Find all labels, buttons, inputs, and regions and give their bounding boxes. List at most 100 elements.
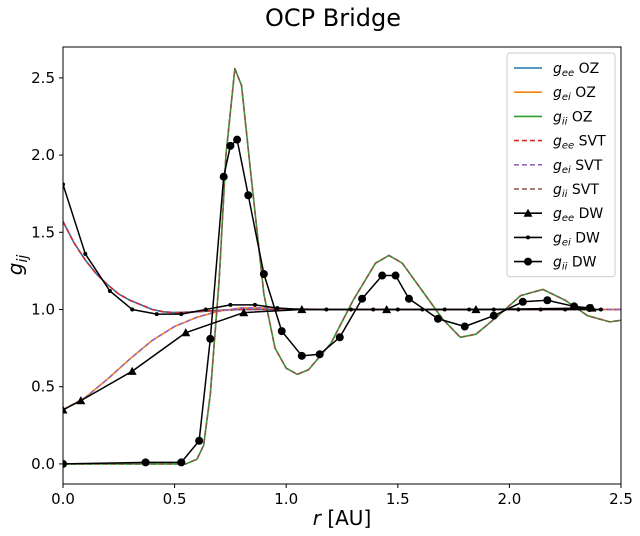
legend-marker-gii_dw [524,257,532,266]
gii_dw-point-15 [378,271,387,280]
legend-label-gee_oz: gee OZ [553,61,599,79]
legend-label-gii_dw: gii DW [553,255,597,273]
gii_dw-point-14 [358,294,367,303]
x-tick-label-5: 2.5 [609,490,633,508]
series-gei_dw [63,182,603,317]
gee_dw-point-2 [127,366,137,375]
x-tick-label-3: 1.5 [386,490,410,508]
legend-label-gee_dw: gee DW [553,206,603,224]
gee_dw-point-3 [181,328,191,337]
gei_dw-point-16 [442,307,447,312]
gii_dw-point-7 [233,135,242,144]
gei_dw-point-7 [228,302,233,307]
gei_dw-point-23 [598,307,603,312]
gei_dw-point-9 [275,305,280,310]
gii_dw-point-10 [277,327,286,336]
legend-item-gei_dw: gei DW [514,230,600,248]
gii_dw-point-2 [177,458,186,467]
gii_dw-point-0 [63,459,67,468]
legend-label-gii_oz: gii OZ [553,109,593,127]
gei_dw-point-12 [348,307,353,312]
legend-label-gei_svt: gei SVT [553,158,603,176]
plot-frame [62,46,622,485]
y-axis: 0.0 0.5 1.0 1.5 2.0 2.5 [31,69,63,473]
x-tick-label-2: 1.0 [274,490,298,508]
gei_dw-point-8 [252,302,257,307]
gei_dw-point-20 [538,307,543,312]
legend-label-gei_oz: gei OZ [553,85,596,103]
legend-item-gee_oz: gee OZ [514,61,599,79]
gei_dw-point-4 [154,312,159,317]
y-tick-label-1: 0.5 [31,378,55,396]
gei_dw-point-19 [516,307,521,312]
legend-marker-gei_dw [526,235,530,240]
gii_dw-point-12 [315,350,324,359]
gei_dw-point-3 [130,307,135,312]
gii_dw-point-1 [141,458,150,467]
legend-marker-gee_dw [523,208,533,217]
legend: gee OZ gei OZ gii OZ gee SVT gei SVT gii SVT g… [506,52,616,278]
gei_dw-point-18 [491,307,496,312]
gei_dw-point-5 [179,312,184,317]
legend-label-gee_svt: gee SVT [553,134,606,152]
legend-label-gii_svt: gii SVT [553,182,599,200]
gii_dw-point-17 [404,294,413,303]
legend-label-gei_dw: gei DW [553,230,600,248]
y-tick-label-3: 1.5 [31,223,55,241]
gii_dw-point-23 [570,302,579,311]
gei_dw-point-21 [563,307,568,312]
y-tick-label-4: 2.0 [31,146,55,164]
gii_dw-point-22 [543,296,552,305]
gii_dw-point-8 [244,191,253,200]
gee_dw-point-4 [239,308,249,317]
gii_dw-point-4 [206,334,215,343]
series-gii_svt [63,67,621,465]
x-axis: 0.0 0.5 1.0 1.5 2.0 2.5 [51,484,633,508]
gii_dw-point-5 [219,172,228,181]
gee_dw-point-1 [76,396,86,405]
series-gii_dw [63,135,594,468]
x-tick-label-4: 2.0 [497,490,521,508]
y-axis-title: gij [3,255,31,276]
legend-item-gee_svt: gee SVT [514,134,606,152]
gii_dw-point-3 [195,436,204,445]
gii_dw-point-24 [585,303,594,312]
y-tick-label-2: 1.0 [31,301,55,319]
y-tick-label-0: 0.0 [31,455,55,473]
gei_dw-point-2 [107,288,112,293]
x-tick-label-1: 0.5 [163,490,187,508]
legend-item-gii_dw: gii DW [514,255,597,273]
gii_dw-point-18 [433,314,442,323]
gei_dw-point-10 [299,307,304,312]
gii_dw-point-9 [259,269,268,278]
gii_dw-point-19 [460,322,469,331]
gei_dw-point-17 [467,307,472,312]
legend-item-gei_svt: gei SVT [514,158,603,176]
series-line-gii_svt [63,67,621,465]
gii_dw-point-6 [226,141,235,150]
gei_dw-point-1 [83,251,88,256]
gei_dw-point-6 [203,307,208,312]
legend-item-gii_svt: gii SVT [514,182,599,200]
x-axis-title: r [AU] [313,506,372,530]
legend-item-gei_oz: gei OZ [514,85,596,103]
chart-title: OCP Bridge [265,4,401,32]
legend-item-gii_oz: gii OZ [514,109,593,127]
y-tick-label-5: 2.5 [31,69,55,87]
gii_dw-point-21 [518,297,527,306]
series-line-gei_dw [63,184,601,315]
gii_dw-point-20 [489,311,498,320]
gee_dw-point-0 [63,405,68,414]
gii_dw-point-11 [297,351,306,360]
plot-area [63,67,621,468]
x-tick-label-0: 0.0 [51,490,75,508]
legend-frame [506,52,616,278]
gii_dw-point-13 [335,333,344,342]
gei_dw-point-13 [371,307,376,312]
gei_dw-point-11 [324,307,329,312]
gii_dw-point-16 [391,271,400,280]
gei_dw-point-14 [395,307,400,312]
series-line-gei_svt [63,307,621,411]
series-gei_svt [63,307,621,411]
